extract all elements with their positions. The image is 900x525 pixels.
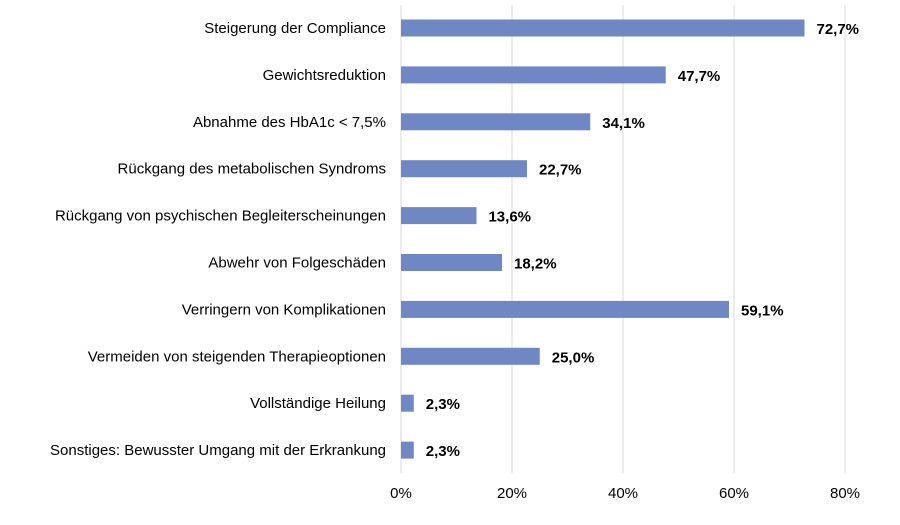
x-tick-label: 80% <box>830 485 860 502</box>
category-label: Steigerung der Compliance <box>204 20 386 37</box>
data-label: 72,7% <box>816 21 859 38</box>
data-label: 13,6% <box>488 209 531 226</box>
category-label: Abnahme des HbA1c < 7,5% <box>193 114 386 131</box>
data-label: 34,1% <box>602 115 645 132</box>
bar <box>401 441 414 459</box>
data-label: 22,7% <box>539 162 582 179</box>
data-label: 2,3% <box>426 443 460 460</box>
x-tick-label: 40% <box>608 485 638 502</box>
x-tick-label: 20% <box>497 485 527 502</box>
category-label: Abwehr von Folgeschäden <box>208 255 386 272</box>
bar <box>401 160 527 178</box>
bar <box>401 207 477 225</box>
bar <box>401 66 666 84</box>
category-label: Vollständige Heilung <box>250 395 386 412</box>
x-tick-label: 0% <box>390 485 412 502</box>
bar <box>401 254 503 271</box>
x-tick-label: 60% <box>719 485 749 502</box>
bar <box>401 300 730 318</box>
data-label: 2,3% <box>426 396 460 413</box>
bar <box>401 394 414 412</box>
data-label: 25,0% <box>552 349 595 366</box>
bar <box>401 347 540 365</box>
bar <box>401 19 805 37</box>
data-label: 18,2% <box>514 256 557 273</box>
data-label: 47,7% <box>678 68 721 85</box>
category-label: Verringern von Komplikationen <box>182 301 386 318</box>
category-label: Gewichtsreduktion <box>263 67 386 84</box>
bar <box>401 113 591 131</box>
category-label: Rückgang von psychischen Begleiterschein… <box>55 208 386 225</box>
category-label: Rückgang des metabolischen Syndroms <box>118 161 386 178</box>
category-label: Vermeiden von steigenden Therapieoptione… <box>88 348 386 365</box>
category-label: Sonstiges: Bewusster Umgang mit der Erkr… <box>50 442 386 459</box>
data-label: 59,1% <box>741 302 784 319</box>
